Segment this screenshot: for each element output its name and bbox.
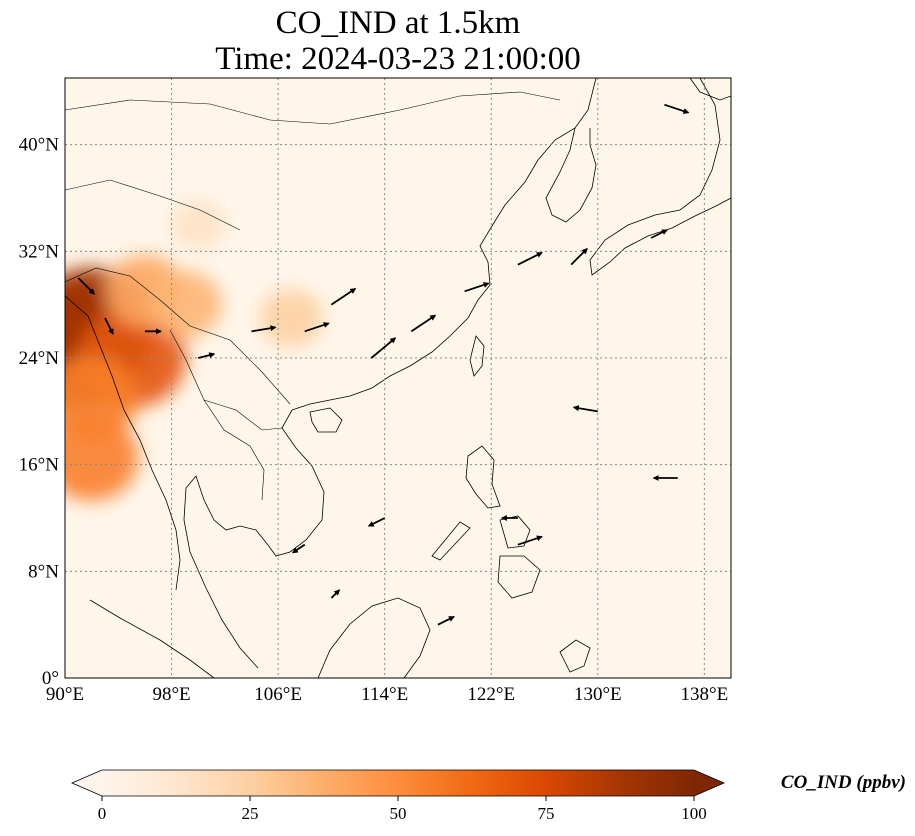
wind-arrow <box>437 615 455 626</box>
wind-arrow <box>517 535 543 546</box>
latitude-tick-label: 0° <box>42 668 59 689</box>
colorbar-tick-label: 100 <box>681 804 707 823</box>
wind-arrow <box>370 337 397 359</box>
latitude-ticks: 0° 8°N 16°N 24°N 32°N 40°N <box>19 135 60 689</box>
concentration-blob <box>170 199 226 250</box>
longitude-tick-label: 138°E <box>681 684 729 705</box>
longitude-tick-label: 122°E <box>467 684 515 705</box>
colorbar-ticks: 0 25 50 75 100 <box>98 796 707 823</box>
wind-arrow <box>197 352 216 359</box>
wind-arrow <box>330 589 341 599</box>
latitude-tick-label: 24°N <box>19 348 60 369</box>
wind-arrow <box>104 317 114 335</box>
colorbar-tick-label: 50 <box>390 804 407 823</box>
colorbar-tick-label: 0 <box>98 804 107 823</box>
longitude-ticks: 90°E 98°E 106°E 114°E 122°E 130°E 138°E <box>46 684 728 705</box>
map-frame <box>64 77 732 679</box>
longitude-tick-label: 90°E <box>46 684 84 705</box>
colorbar-gradient <box>102 770 694 796</box>
wind-arrow <box>330 287 357 306</box>
coastlines <box>65 78 731 678</box>
colorbar: 0 25 50 75 100 CO_IND (ppbv) <box>70 769 906 823</box>
wind-arrow <box>650 229 668 239</box>
wind-arrow <box>464 282 490 293</box>
latitude-tick-label: 8°N <box>28 561 59 582</box>
wind-arrow <box>664 103 690 114</box>
concentration-blob <box>65 415 139 501</box>
longitude-tick-label: 98°E <box>152 684 190 705</box>
concentration-blob <box>147 270 223 339</box>
wind-arrow <box>251 325 277 333</box>
latitude-tick-label: 16°N <box>19 455 60 476</box>
chart-title-line-2: Time: 2024-03-23 21:00:00 <box>215 41 581 77</box>
latitude-tick-label: 32°N <box>19 241 60 262</box>
colorbar-extend-low <box>72 770 102 796</box>
colorbar-extend-high <box>694 770 724 796</box>
wind-arrow <box>410 314 437 333</box>
wind-arrow <box>572 405 598 413</box>
longitude-tick-label: 130°E <box>574 684 622 705</box>
wind-arrow <box>291 543 306 554</box>
wind-arrow <box>367 517 386 527</box>
wind-arrow <box>570 247 588 266</box>
wind-vectors <box>77 103 690 626</box>
concentration-blob <box>259 288 324 348</box>
colorbar-tick-label: 25 <box>242 804 259 823</box>
colorbar-tick-label: 75 <box>538 804 555 823</box>
colorbar-label: CO_IND (ppbv) <box>781 772 906 793</box>
wind-arrow <box>304 322 330 333</box>
latitude-tick-label: 40°N <box>19 135 60 156</box>
gridlines <box>65 78 731 678</box>
longitude-tick-label: 106°E <box>254 684 302 705</box>
chart-title-line-1: CO_IND at 1.5km <box>275 5 521 41</box>
wind-arrow <box>517 251 543 266</box>
wind-arrow <box>77 277 96 295</box>
longitude-tick-label: 114°E <box>361 684 408 705</box>
